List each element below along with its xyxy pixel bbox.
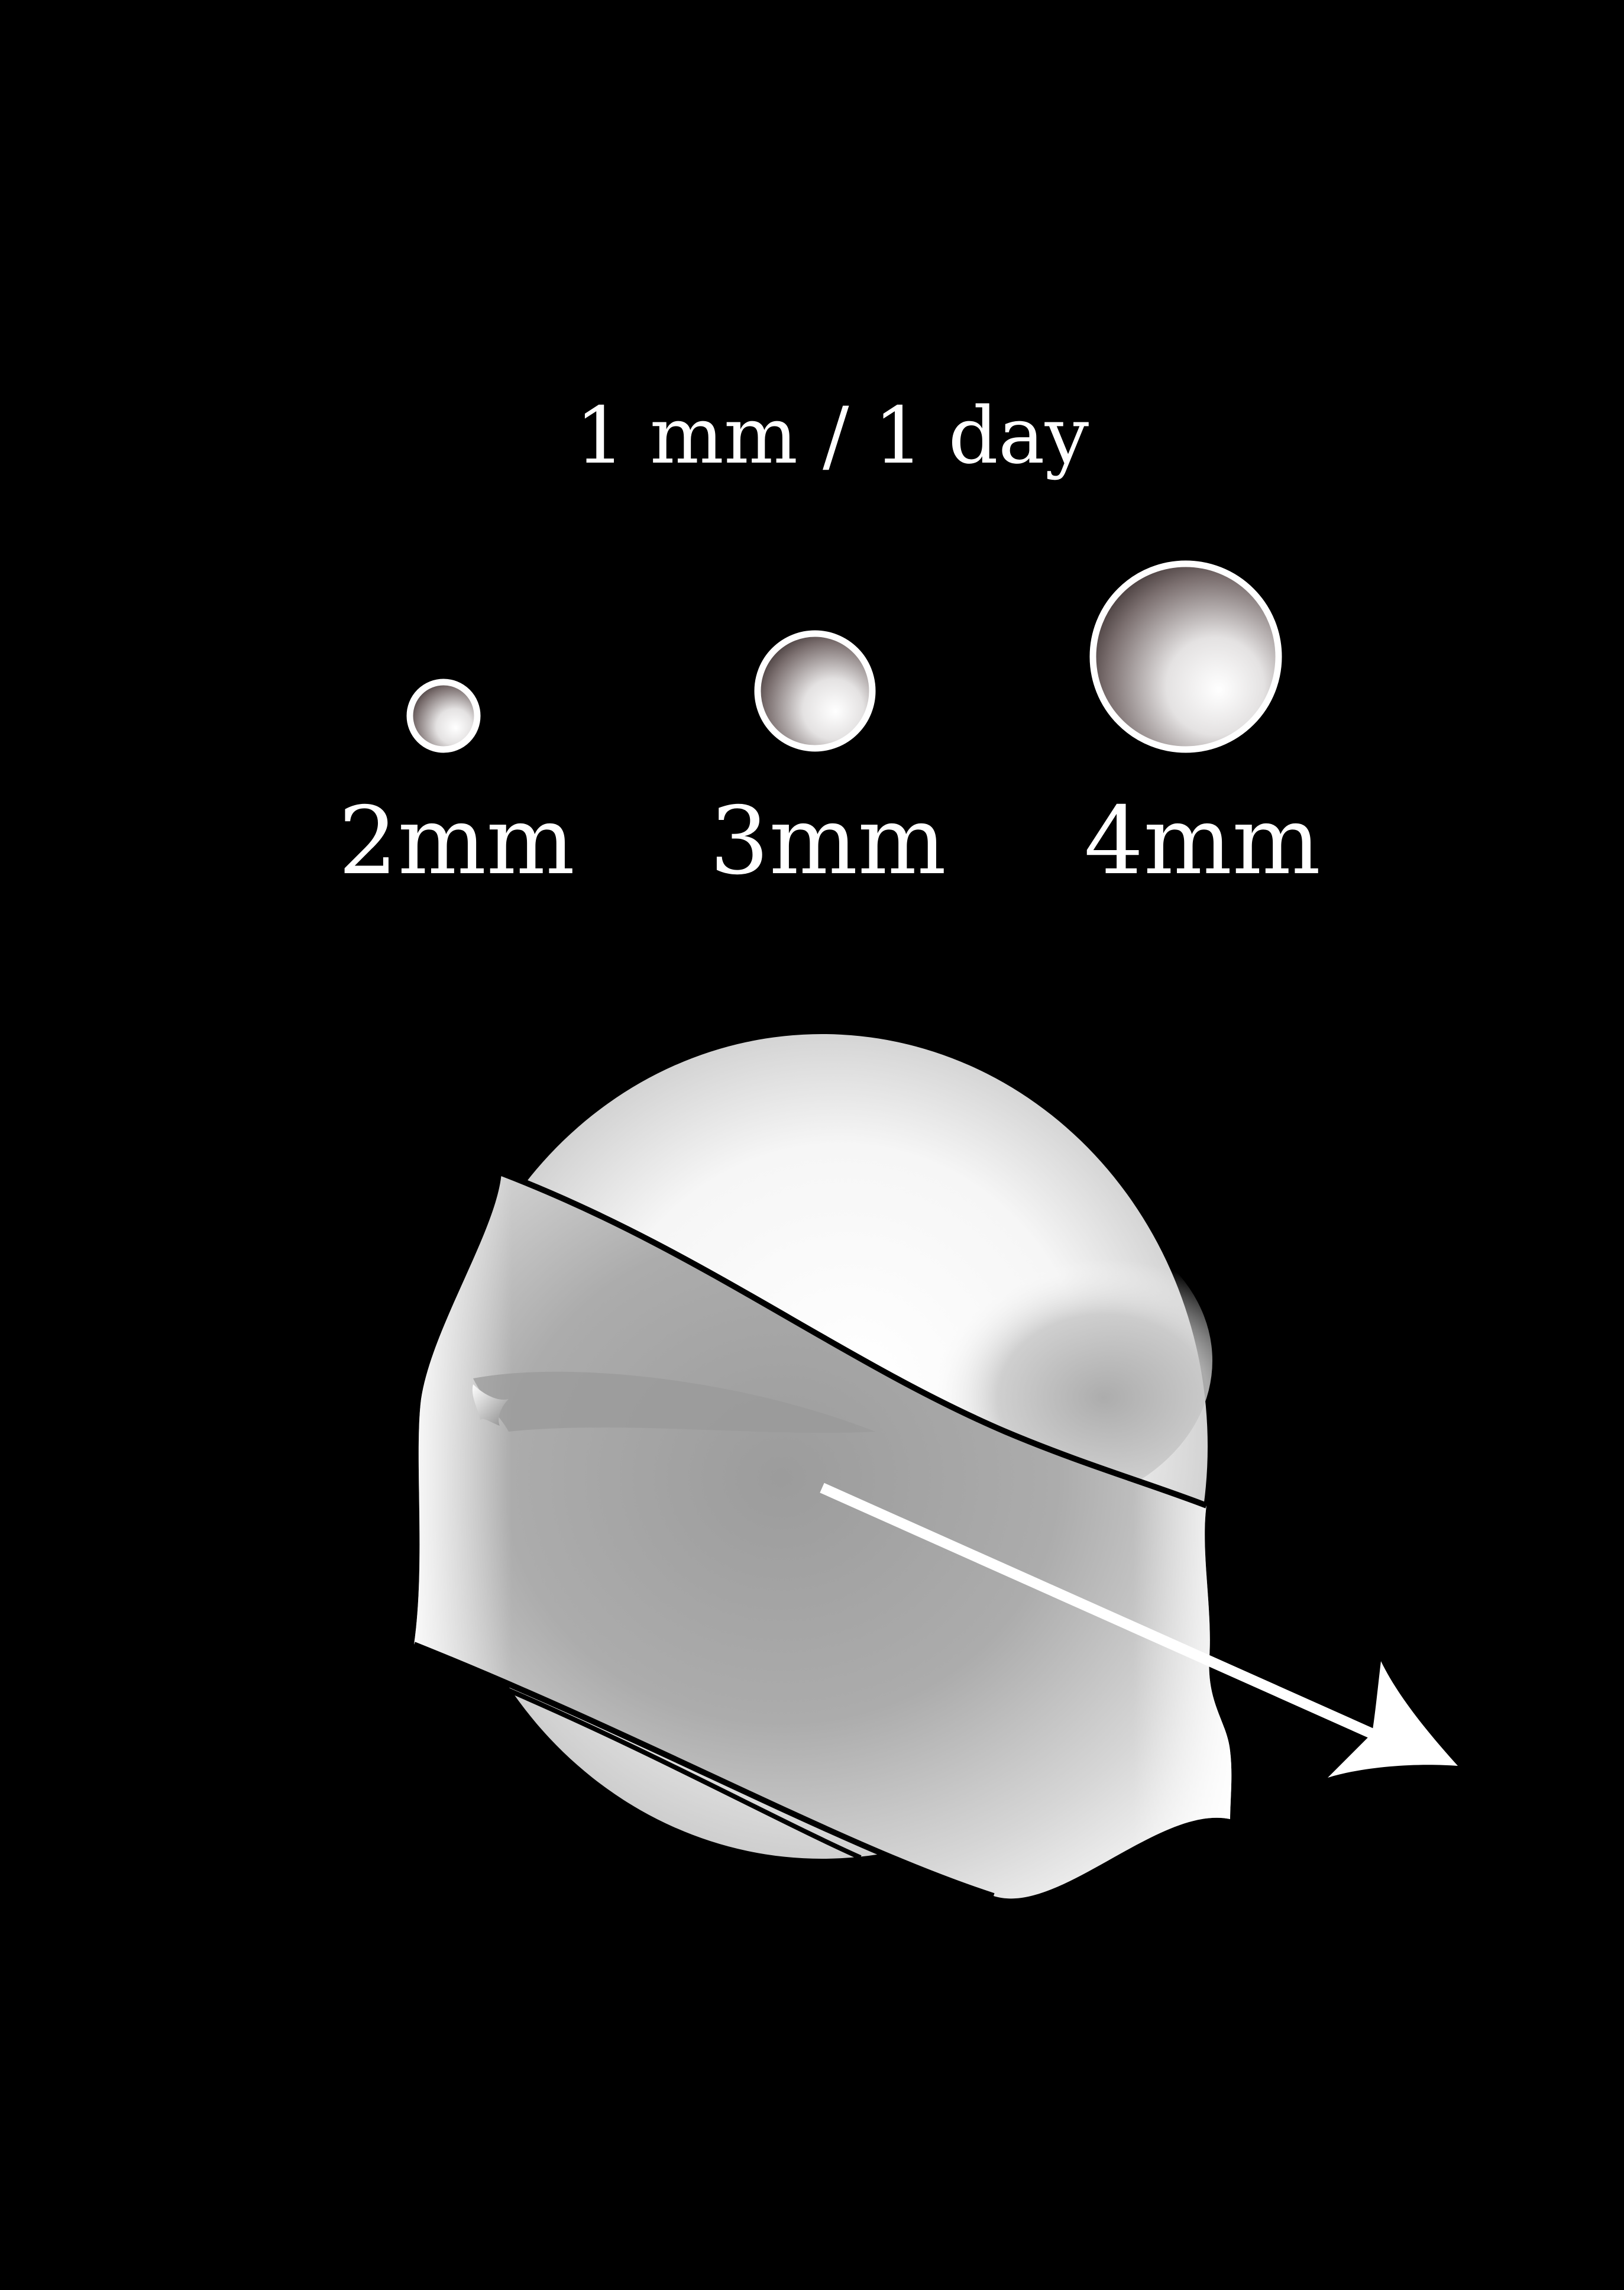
band-top-edge [500, 1170, 1208, 1509]
size-sphere-4mm [1089, 560, 1282, 753]
band-edge-glow [414, 1173, 1232, 1899]
band-curl [472, 1384, 509, 1426]
size-label-3mm: 3mm [710, 787, 946, 896]
arrow [820, 1482, 1458, 1778]
size-label-4mm: 4mm [1084, 787, 1321, 896]
size-sphere-2mm [406, 679, 481, 753]
size-label-2mm: 2mm [338, 787, 575, 896]
title: 1 mm / 1 day [575, 390, 1089, 482]
size-sphere-3mm [754, 630, 876, 752]
band-lower-line [504, 1687, 862, 1860]
arrow-shaft [820, 1482, 1380, 1742]
arrow-head-icon [1328, 1661, 1458, 1778]
band-crease [473, 1371, 875, 1433]
band-bottom-edge [413, 1642, 995, 1899]
sphere-illustration [413, 1034, 1458, 1899]
